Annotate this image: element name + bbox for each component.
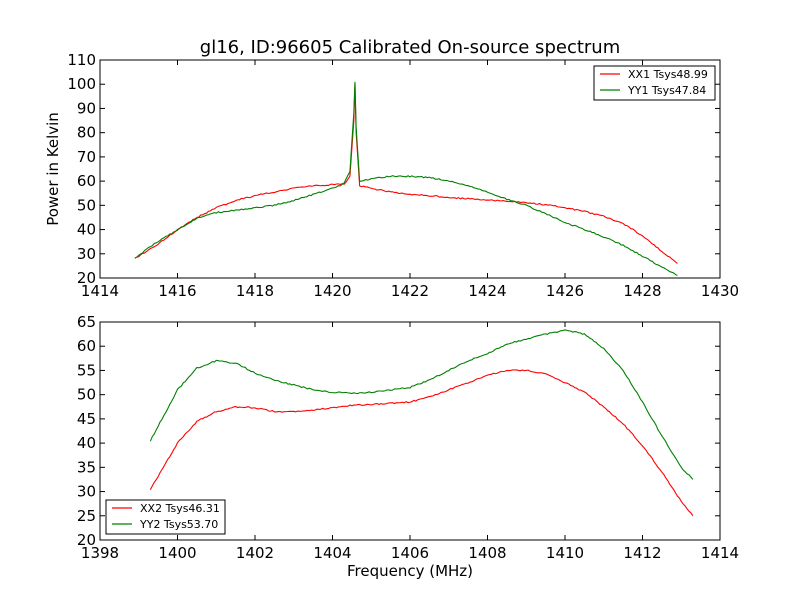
y-tick-label: 30	[77, 245, 96, 263]
legend-label-xx2: XX2 Tsys46.31	[140, 502, 220, 515]
y-tick-label: 20	[77, 269, 96, 287]
series-line-yy2	[149, 329, 694, 480]
x-tick-label: 1416	[158, 282, 196, 300]
y-tick-label: 50	[77, 386, 96, 404]
legend-box	[105, 499, 226, 535]
x-tick-label: 1424	[468, 282, 506, 300]
legend: XX1 Tsys48.99 YY1 Tsys47.84	[593, 65, 716, 101]
bottom-spectrum-chart: Frequency (MHz) 1398 1400 1402 1404 1406 1408…	[77, 313, 739, 580]
y-tick-label: 35	[77, 458, 96, 476]
tick-group: 1398 1400 1402 1404 1406 1408 1410 1412 1414 20 25…	[77, 313, 739, 562]
x-tick-label: 1430	[701, 282, 739, 300]
x-tick-label: 1412	[623, 544, 661, 562]
legend-label-xx1: XX1 Tsys48.99	[628, 68, 708, 81]
x-tick-label: 1408	[468, 544, 506, 562]
y-tick-label: 40	[77, 434, 96, 452]
y-axis-label: Power in Kelvin	[44, 112, 62, 226]
series-group	[134, 81, 678, 277]
series-line-yy1	[134, 81, 678, 277]
y-tick-label: 60	[77, 337, 96, 355]
y-tick-label: 40	[77, 221, 96, 239]
y-tick-label: 30	[77, 483, 96, 501]
x-axis-label: Frequency (MHz)	[347, 562, 473, 580]
series-line-xx2	[149, 369, 694, 517]
chart-title: gl16, ID:96605 Calibrated On-source spec…	[200, 37, 620, 58]
x-tick-label: 1426	[546, 282, 584, 300]
y-tick-label: 70	[77, 148, 96, 166]
y-tick-label: 100	[67, 75, 96, 93]
x-tick-label: 1400	[158, 544, 196, 562]
y-tick-label: 45	[77, 410, 96, 428]
x-tick-label: 1410	[546, 544, 584, 562]
x-tick-label: 1422	[391, 282, 429, 300]
y-tick-label: 110	[67, 51, 96, 69]
y-tick-label: 65	[77, 313, 96, 331]
y-tick-label: 20	[77, 531, 96, 549]
legend-box	[593, 65, 716, 101]
x-tick-label: 1402	[236, 544, 274, 562]
x-tick-label: 1414	[701, 544, 739, 562]
y-tick-label: 90	[77, 99, 96, 117]
top-spectrum-chart: gl16, ID:96605 Calibrated On-source spec…	[44, 37, 739, 300]
y-tick-label: 25	[77, 507, 96, 525]
legend-label-yy1: YY1 Tsys47.84	[627, 84, 706, 97]
series-group	[149, 329, 694, 517]
legend-label-yy2: YY2 Tsys53.70	[139, 518, 218, 531]
x-tick-label: 1404	[313, 544, 351, 562]
y-tick-label: 80	[77, 124, 96, 142]
x-tick-label: 1420	[313, 282, 351, 300]
legend: XX2 Tsys46.31 YY2 Tsys53.70	[105, 499, 226, 535]
y-tick-label: 50	[77, 196, 96, 214]
y-tick-label: 60	[77, 172, 96, 190]
y-tick-label: 55	[77, 361, 96, 379]
tick-group: 1414 1416 1418 1420 1422 1424 1426 1428 1430 20 30…	[67, 51, 739, 300]
x-tick-label: 1418	[236, 282, 274, 300]
series-line-xx1	[134, 84, 678, 264]
x-tick-label: 1398	[81, 544, 119, 562]
x-tick-label: 1428	[623, 282, 661, 300]
x-tick-label: 1406	[391, 544, 429, 562]
x-tick-label: 1414	[81, 282, 119, 300]
